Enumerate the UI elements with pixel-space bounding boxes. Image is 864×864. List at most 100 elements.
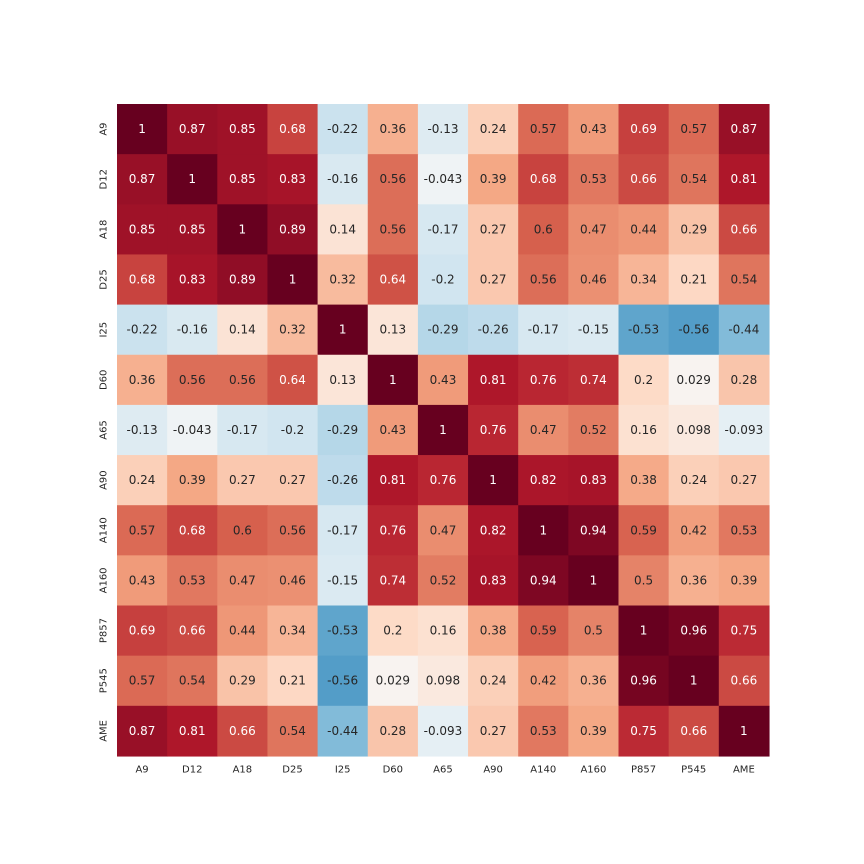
heatmap-cell-value: 0.47 xyxy=(229,573,256,587)
heatmap-cell-value: 0.53 xyxy=(530,724,557,738)
heatmap-cell xyxy=(618,254,670,306)
heatmap-cell-value: 0.64 xyxy=(379,273,406,287)
heatmap-cell xyxy=(468,304,519,356)
heatmap-cell xyxy=(668,555,720,607)
heatmap-cell-value: 0.81 xyxy=(731,172,758,186)
heatmap-cell xyxy=(718,505,770,556)
heatmap-cell-value: 0.69 xyxy=(129,624,156,638)
heatmap-cell-value: 0.66 xyxy=(179,624,206,638)
heatmap-cell-value: 0.68 xyxy=(129,273,156,287)
heatmap-cell xyxy=(167,204,218,256)
heatmap-cell xyxy=(167,455,218,506)
heatmap-cell xyxy=(518,555,569,607)
heatmap-cell-value: -0.043 xyxy=(424,172,463,186)
y-tick-label: AME xyxy=(99,720,110,742)
heatmap-cell-value: -0.22 xyxy=(127,323,158,337)
heatmap-cell xyxy=(117,354,168,406)
heatmap-cell-value: 0.54 xyxy=(179,674,206,688)
heatmap-cell xyxy=(267,204,319,256)
heatmap-cell xyxy=(267,655,319,707)
heatmap-cell xyxy=(117,254,168,306)
heatmap-cell-value: 0.56 xyxy=(179,373,206,387)
heatmap-cell-value: -0.29 xyxy=(327,423,358,437)
heatmap-cell xyxy=(117,505,168,556)
heatmap-cell xyxy=(417,455,469,506)
heatmap-cell-value: -0.15 xyxy=(327,573,358,587)
heatmap-cell-value: 0.56 xyxy=(530,273,557,287)
heatmap-cell xyxy=(217,605,269,657)
heatmap-cell-value: 0.029 xyxy=(677,373,711,387)
heatmap-cell-value: 0.28 xyxy=(379,724,406,738)
heatmap-cell xyxy=(217,204,269,256)
heatmap-cell xyxy=(367,304,419,356)
heatmap-cell xyxy=(267,455,319,506)
heatmap-cell-value: 0.66 xyxy=(731,222,758,236)
x-tick-label: D12 xyxy=(182,764,202,775)
heatmap-cell xyxy=(618,605,670,657)
heatmap-cell-value: 0.87 xyxy=(129,724,156,738)
heatmap-cell-value: -0.29 xyxy=(427,323,458,337)
heatmap-cell-value: 0.76 xyxy=(379,523,406,537)
heatmap-cell-value: 0.68 xyxy=(530,172,557,186)
heatmap-cell xyxy=(317,204,369,256)
heatmap-cell-value: 0.53 xyxy=(179,573,206,587)
heatmap-cell xyxy=(518,455,569,506)
heatmap-cell-value: 0.94 xyxy=(580,523,607,537)
heatmap-cell xyxy=(668,455,720,506)
heatmap-cell xyxy=(117,655,168,707)
heatmap-cell-value: 0.57 xyxy=(129,523,156,537)
heatmap-cell-value: 0.14 xyxy=(229,323,256,337)
heatmap-cell xyxy=(167,705,218,757)
heatmap-cell-value: 0.81 xyxy=(379,473,406,487)
heatmap-cell-value: -0.15 xyxy=(578,323,609,337)
heatmap-cell xyxy=(718,555,770,607)
x-tick-label: D25 xyxy=(282,764,302,775)
x-tick-label: I25 xyxy=(335,764,351,775)
heatmap-cell-value: 0.43 xyxy=(129,573,156,587)
heatmap-cell xyxy=(217,455,269,506)
heatmap-cell xyxy=(568,705,620,757)
heatmap-cell xyxy=(718,304,770,356)
heatmap-cell xyxy=(618,505,670,556)
heatmap-cell xyxy=(718,655,770,707)
heatmap-cell xyxy=(568,304,620,356)
heatmap-cell xyxy=(618,655,670,707)
heatmap-cell-value: 1 xyxy=(590,573,598,587)
heatmap-cell-value: 0.36 xyxy=(129,373,156,387)
heatmap-cell-value: 0.87 xyxy=(179,122,206,136)
heatmap-cell xyxy=(217,304,269,356)
heatmap-cell-value: 0.2 xyxy=(383,624,402,638)
heatmap-cell xyxy=(568,605,620,657)
heatmap-cell-value: 0.53 xyxy=(580,172,607,186)
heatmap-cell-value: 0.57 xyxy=(530,122,557,136)
heatmap-cell-value: 0.029 xyxy=(376,674,410,688)
heatmap-cell xyxy=(518,104,569,155)
heatmap-cell xyxy=(217,254,269,306)
heatmap-cell-value: 0.21 xyxy=(680,273,707,287)
heatmap-cell-value: 0.83 xyxy=(480,573,507,587)
heatmap-cell xyxy=(468,404,519,456)
heatmap-cell xyxy=(367,154,419,205)
heatmap-cell-value: 0.85 xyxy=(229,122,256,136)
heatmap-cell xyxy=(217,655,269,707)
heatmap-cell xyxy=(317,104,369,155)
x-tick-label: A18 xyxy=(233,764,253,775)
heatmap-cell xyxy=(718,104,770,155)
heatmap-cell xyxy=(267,555,319,607)
x-tick-label: A9 xyxy=(135,764,148,775)
heatmap-cell xyxy=(367,204,419,256)
heatmap-cell-value: 0.36 xyxy=(379,122,406,136)
heatmap-cell-value: -0.17 xyxy=(427,222,458,236)
heatmap-cell-value: 0.53 xyxy=(731,523,758,537)
heatmap-cell xyxy=(367,254,419,306)
x-tick-label: A160 xyxy=(580,764,606,775)
heatmap-cell xyxy=(568,154,620,205)
heatmap-cell-labels: 1 0.87 0.85 0.68 -0.22 0.36 -0.13 0.24 0.57 0.43 0… xyxy=(127,122,764,738)
heatmap-cell-value: 0.47 xyxy=(580,222,607,236)
heatmap-cell-value: 0.16 xyxy=(630,423,657,437)
heatmap-cell-value: 1 xyxy=(640,624,648,638)
heatmap-cell-value: 0.39 xyxy=(580,724,607,738)
heatmap-cell-value: 0.2 xyxy=(634,373,653,387)
heatmap-cell-value: 0.56 xyxy=(379,172,406,186)
heatmap-cell-value: 0.87 xyxy=(731,122,758,136)
